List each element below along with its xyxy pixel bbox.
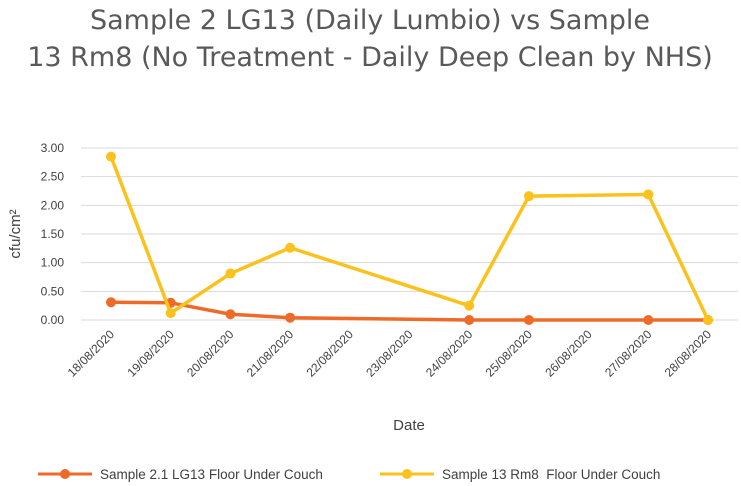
x-tick-label: 21/08/2020 xyxy=(244,327,297,380)
x-tick-label: 26/08/2020 xyxy=(542,327,595,380)
x-tick-label: 27/08/2020 xyxy=(602,327,655,380)
series-2-point xyxy=(464,300,475,311)
series-1-point xyxy=(106,297,116,308)
gridlines xyxy=(81,147,738,321)
series-1-point xyxy=(285,312,296,323)
chart-title-line-1: Sample 2 LG13 (Daily Lumbio) vs Sample xyxy=(90,5,650,36)
x-tick-label: 18/08/2020 xyxy=(65,327,118,380)
series-2-point xyxy=(643,189,654,200)
y-tick-label: 2.50 xyxy=(41,170,65,184)
series-group xyxy=(106,151,713,325)
y-tick-label: 1.50 xyxy=(41,227,65,241)
chart-title-line-2: 13 Rm8 (No Treatment - Daily Deep Clean … xyxy=(27,42,713,73)
x-tick-label: 23/08/2020 xyxy=(363,327,416,380)
legend-marker-series-1 xyxy=(60,469,70,479)
y-axis-ticks: 0.00 0.50 1.00 1.50 2.00 2.50 3.00 xyxy=(41,141,65,327)
x-tick-label: 20/08/2020 xyxy=(184,327,237,380)
x-axis-title: Date xyxy=(393,417,425,434)
legend-label-series-1: Sample 2.1 LG13 Floor Under Couch xyxy=(100,467,323,482)
y-tick-label: 1.00 xyxy=(41,256,65,270)
legend: Sample 2.1 LG13 Floor Under Couch Sample… xyxy=(38,467,660,482)
series-1-point xyxy=(225,309,236,320)
series-1 xyxy=(106,297,713,325)
series-2-point xyxy=(703,315,713,325)
series-2 xyxy=(106,151,713,325)
x-tick-label: 22/08/2020 xyxy=(304,327,357,380)
x-tick-label: 24/08/2020 xyxy=(423,327,476,380)
legend-marker-series-2 xyxy=(402,469,412,479)
series-1-line xyxy=(109,300,710,322)
x-tick-label: 25/08/2020 xyxy=(483,327,536,380)
series-2-line xyxy=(109,154,710,322)
legend-entry-series-2: Sample 13 Rm8 Floor Under Couch xyxy=(380,467,660,482)
y-tick-label: 3.00 xyxy=(41,141,65,155)
y-axis-title: cfu/cm² xyxy=(7,209,24,258)
x-tick-label: 19/08/2020 xyxy=(124,327,177,380)
x-axis-ticks: 18/08/2020 19/08/2020 20/08/2020 21/08/2020… xyxy=(65,327,715,380)
x-tick-label: 28/08/2020 xyxy=(662,327,715,380)
series-1-point xyxy=(464,315,475,325)
series-2-point xyxy=(285,242,296,253)
series-2-point xyxy=(225,268,236,279)
series-2-point xyxy=(165,308,176,319)
series-1-point xyxy=(523,315,534,325)
series-1-point xyxy=(643,315,654,325)
y-tick-label: 0.50 xyxy=(41,284,65,298)
series-2-point xyxy=(523,191,534,202)
series-2-point xyxy=(106,151,116,162)
y-tick-label: 0.00 xyxy=(41,313,65,327)
legend-entry-series-1: Sample 2.1 LG13 Floor Under Couch xyxy=(38,467,323,482)
y-tick-label: 2.00 xyxy=(41,198,65,212)
legend-label-series-2: Sample 13 Rm8 Floor Under Couch xyxy=(442,467,660,482)
